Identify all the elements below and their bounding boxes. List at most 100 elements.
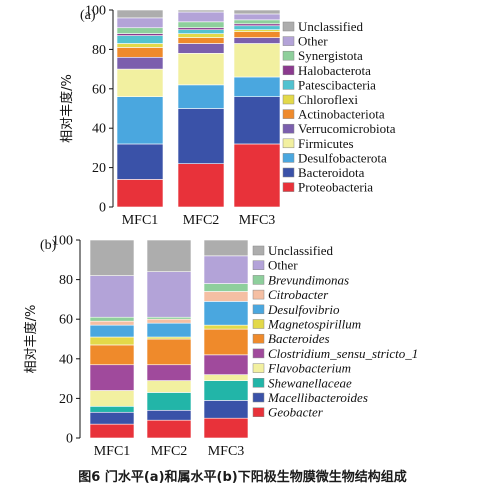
panel-a-legend-label: Proteobacteria — [298, 180, 373, 195]
panel-a-bar-segment — [177, 43, 225, 54]
panel-a-legend-swatch — [282, 65, 295, 76]
panel-b-y-tick-label: 40 — [59, 352, 73, 367]
panel-b-bar-segment — [89, 390, 135, 407]
panel-b-legend-swatch — [252, 304, 265, 315]
panel-a-bar-segment — [233, 37, 281, 44]
panel-b-bar-segment — [203, 255, 249, 284]
panel-a-y-tick-label: 20 — [92, 161, 106, 176]
panel-a-legend-label: Chloroflexi — [298, 92, 358, 107]
panel-b-bar-segment — [146, 392, 192, 411]
panel-b-bar-segment — [203, 354, 249, 375]
panel-b-bar-segment — [89, 320, 135, 326]
panel-b-bar-segment — [89, 336, 135, 346]
panel-b-bar-segment — [203, 301, 249, 326]
panel-a-y-tick-label: 100 — [85, 4, 106, 19]
panel-b-legend-swatch — [252, 378, 265, 388]
panel-b-legend-swatch — [252, 333, 265, 344]
panel-a-label: (a) — [80, 8, 96, 23]
panel-b-legend-swatch — [252, 289, 265, 300]
panel-b-bar-segment — [203, 324, 249, 330]
panel-b-legend-swatch — [252, 260, 265, 270]
panel-b-legend-label: Magnetospirillum — [267, 317, 361, 332]
panel-a-bar-segment — [177, 53, 225, 86]
panel-a-legend-swatch — [282, 123, 295, 134]
panel-b-bar-segment — [203, 374, 249, 381]
panel-b-bar-segment — [203, 380, 249, 401]
panel-a-bar-segment — [233, 143, 281, 208]
panel-b-bar-segment — [203, 417, 249, 439]
panel-b-x-tick-label: MFC1 — [94, 444, 131, 459]
panel-a-legend-swatch — [282, 21, 295, 32]
panel-b-legend-label: Clostridium_sensu_stricto_1 — [268, 346, 418, 361]
panel-b-bar-segment — [203, 400, 249, 419]
panel-a-bar-segment — [177, 163, 225, 208]
panel-a-bar-segment — [177, 29, 225, 34]
panel-a-bar-segment — [116, 47, 164, 58]
panel-a-legend-label: Verrucomicrobiota — [298, 121, 396, 136]
panel-a-legend-swatch — [282, 94, 295, 105]
panel-b-bar-segment — [146, 338, 192, 366]
panel-a-legend-swatch — [282, 50, 295, 61]
panel-b-label: (b) — [40, 238, 57, 253]
panel-a-bar-segment — [233, 13, 281, 21]
panel-a-legend-swatch — [282, 182, 295, 192]
panel-a-bar-segment — [116, 17, 164, 29]
panel-a-legend-label: Desulfobacterota — [298, 150, 387, 165]
panel-b-legend-label: Flavobacterium — [267, 361, 351, 376]
panel-b-y-tick-label: 60 — [59, 313, 73, 328]
panel-b-y-tick-label: 100 — [52, 234, 73, 249]
panel-a-legend-label: Other — [298, 34, 328, 49]
panel-b-bar-segment — [146, 318, 192, 324]
panel-a-bar-segment — [177, 21, 225, 29]
panel-a-legend-swatch — [282, 80, 295, 90]
panel-b-legend-swatch — [252, 363, 265, 373]
panel-b-bar-segment — [203, 283, 249, 292]
panel-a-legend-label: Actinobacteriota — [298, 107, 385, 122]
panel-b-bar-segment — [146, 364, 192, 381]
panel-a-x-tick-label: MFC2 — [183, 213, 220, 228]
panel-b-bar-segment — [146, 239, 192, 272]
panel-b-legend-swatch — [252, 348, 265, 359]
panel-a-x-tick-label: MFC3 — [239, 213, 276, 228]
panel-b-bar-segment — [89, 324, 135, 338]
panel-b-legend-label: Citrobacter — [268, 287, 329, 302]
panel-a-bar-segment — [233, 43, 281, 78]
panel-a-y-tick-label: 40 — [92, 122, 106, 137]
panel-a-legend-label: Unclassified — [298, 19, 363, 34]
panel-a-bar-segment — [177, 37, 225, 44]
panel-b-legend-swatch — [252, 319, 265, 329]
panel-b-legend-swatch — [252, 392, 265, 403]
panel-b-legend-swatch — [252, 245, 265, 256]
panel-b-legend-label: Geobacter — [268, 405, 324, 420]
panel-a-legend-label: Halobacterota — [298, 63, 371, 78]
panel-b-legend-label: Brevundimonas — [268, 272, 349, 287]
panel-b-x-tick-label: MFC2 — [151, 444, 188, 459]
panel-b-legend-label: Unclassified — [268, 243, 333, 258]
panel-a-bar-segment — [177, 84, 225, 109]
panel-a-legend-label: Synergistota — [298, 48, 363, 63]
panel-b-y-tick-label: 20 — [59, 392, 73, 407]
panel-a-x-tick-label: MFC1 — [122, 213, 159, 228]
panel-b-bar-segment — [203, 328, 249, 356]
panel-b-bar-segment — [146, 271, 192, 318]
panel-a-y-tick-label: 80 — [92, 43, 106, 58]
panel-a-bar-segment — [116, 35, 164, 44]
panel-a-bar-segment — [233, 76, 281, 97]
panel-a-bar-segment — [116, 9, 164, 19]
panel-b-legend-label: Other — [268, 258, 298, 273]
panel-b-bar-segment — [89, 423, 135, 439]
panel-b-legend-label: Desulfovibrio — [267, 302, 340, 317]
panel-b-bar-segment — [89, 239, 135, 276]
panel-a-bar-segment — [233, 25, 281, 31]
panel-a-bar-segment — [233, 31, 281, 38]
panel-b-legend-swatch — [252, 407, 265, 417]
panel-b-y-axis-label: 相对丰度/% — [23, 305, 39, 374]
panel-b-bar-segment — [89, 344, 135, 366]
panel-a-bar-segment — [116, 43, 164, 48]
panel-a-bar-segment — [233, 96, 281, 145]
panel-b-y-tick-label: 80 — [59, 273, 73, 288]
panel-a-legend-swatch — [282, 153, 295, 163]
figure-caption: 图6 门水平(a)和属水平(b)下阳极生物膜微生物结构组成 — [78, 470, 407, 485]
panel-a-bar-segment — [177, 9, 225, 13]
